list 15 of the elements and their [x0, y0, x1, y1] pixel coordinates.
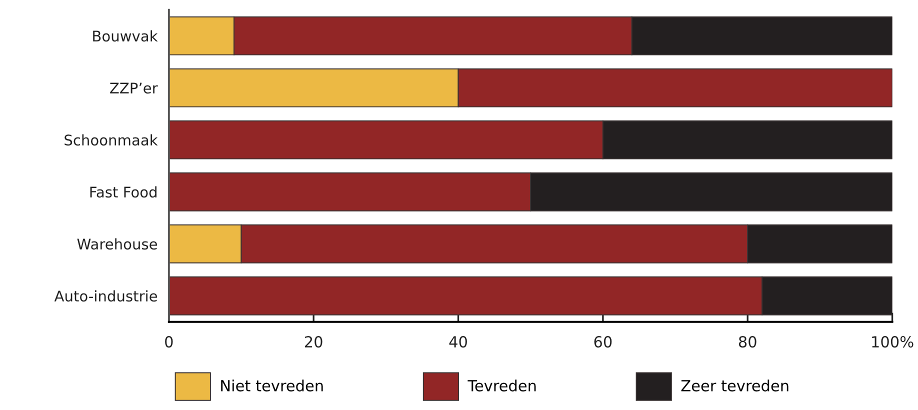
y-tick-label: ZZP’er: [110, 82, 158, 94]
y-tick-label: Auto-industrie: [54, 290, 158, 302]
x-tick-label: 80: [738, 336, 756, 348]
x-tick-label: 40: [449, 336, 467, 348]
x-tick-label: 100%: [872, 336, 914, 348]
legend-label: Niet tevreden: [221, 380, 323, 392]
x-tick-label: 60: [594, 336, 612, 348]
legend-label: Zeer tevreden: [681, 380, 788, 392]
x-tick-label: 20: [304, 336, 322, 348]
y-tick-label: Fast Food: [90, 186, 156, 198]
y-tick-label: Schoonmaak: [64, 134, 158, 146]
y-tick-label: Bouwvak: [93, 30, 158, 42]
y-tick-label: Warehouse: [77, 238, 158, 250]
legend-label: Tevreden: [468, 380, 536, 392]
x-tick-label: 0: [165, 336, 173, 348]
